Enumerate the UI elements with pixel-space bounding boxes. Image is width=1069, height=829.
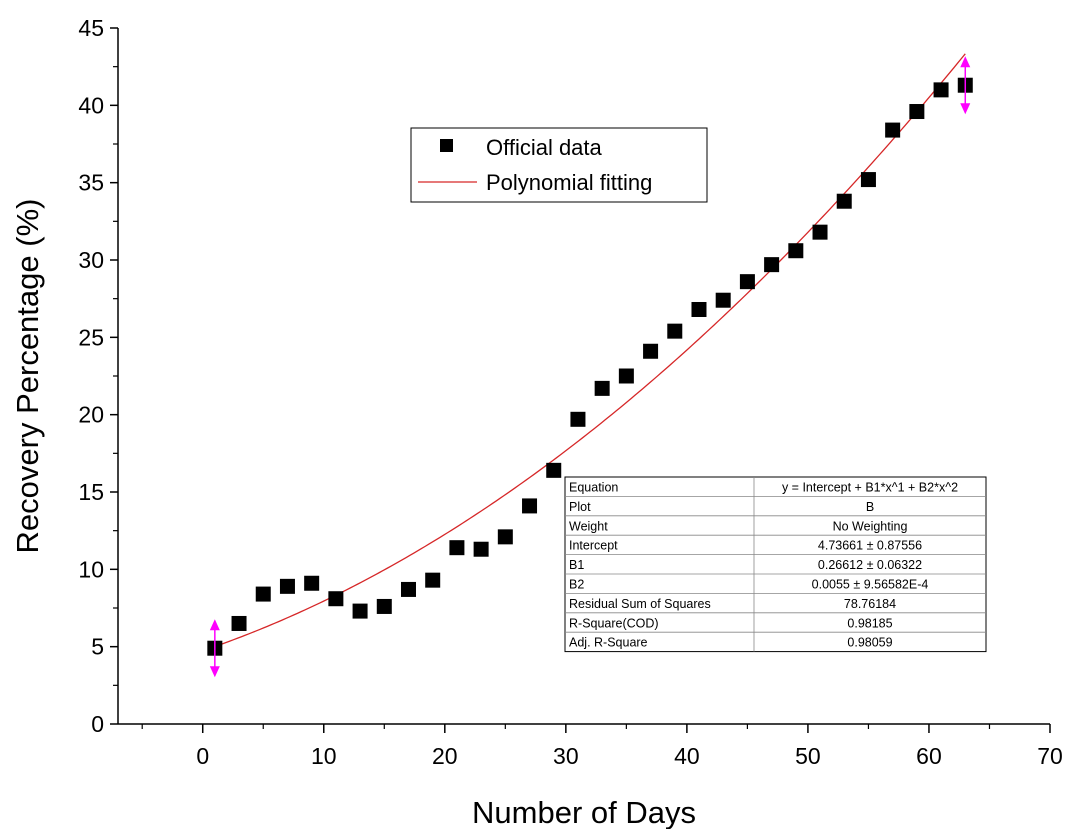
range-marker-arrow-up: [960, 56, 971, 68]
y-tick-label: 0: [91, 711, 104, 737]
data-point: [376, 598, 392, 614]
axes: 0 10 20 30 40 50 60 70 0 5 10 15 20 25 30 35 40 45: [78, 15, 1062, 769]
data-point: [860, 172, 876, 188]
y-tick-label: 40: [78, 92, 104, 118]
fit-table-value: 0.26612 ± 0.06322: [818, 558, 922, 572]
y-axis-title: Recovery Percentage (%): [10, 199, 45, 554]
data-point: [473, 541, 489, 557]
range-marker: [209, 619, 220, 678]
range-marker: [960, 56, 971, 115]
fit-table-label: Residual Sum of Squares: [569, 597, 711, 611]
legend-marker-official: [440, 139, 453, 152]
x-tick-label: 20: [432, 743, 458, 769]
data-point: [764, 257, 780, 273]
data-point: [909, 104, 925, 120]
y-tick-label: 45: [78, 15, 104, 41]
range-marker-arrow-up: [209, 619, 220, 631]
fit-table-value: B: [866, 500, 874, 514]
x-tick-label: 70: [1037, 743, 1063, 769]
y-tick-label: 25: [78, 324, 104, 350]
fit-table-label: B1: [569, 558, 584, 572]
y-tick-label: 15: [78, 479, 104, 505]
data-point: [885, 122, 901, 138]
fit-table-value: 0.0055 ± 9.56582E-4: [812, 578, 929, 592]
fit-table-value: 0.98059: [847, 636, 892, 650]
data-point: [304, 575, 320, 591]
fit-table-value: 78.76184: [844, 597, 896, 611]
data-point: [812, 224, 828, 240]
legend: Official data Polynomial fitting: [410, 127, 708, 203]
data-point: [522, 498, 538, 514]
fit-table-label: R-Square(COD): [569, 616, 659, 630]
data-point: [352, 603, 368, 619]
x-axis-title: Number of Days: [472, 795, 696, 829]
data-point: [933, 82, 949, 98]
data-point: [643, 343, 659, 359]
range-marker-arrow-down: [209, 666, 220, 678]
x-tick-label: 50: [795, 743, 821, 769]
range-marker-arrow-down: [960, 103, 971, 115]
x-tick-label: 0: [196, 743, 209, 769]
data-point: [400, 581, 416, 597]
x-tick-label: 60: [916, 743, 942, 769]
legend-label-fit: Polynomial fitting: [486, 170, 652, 195]
fit-table-value: 0.98185: [847, 616, 892, 630]
fit-table-label: Adj. R-Square: [569, 636, 648, 650]
fit-table-frame: [564, 476, 987, 653]
fit-table: Equation y = Intercept + B1*x^1 + B2*x^2 P…: [564, 476, 987, 653]
fit-table-label: Intercept: [569, 539, 618, 553]
fit-table-value: 4.73661 ± 0.87556: [818, 539, 922, 553]
points-layer: [207, 77, 973, 656]
data-point: [328, 591, 344, 607]
fit-table-label: Plot: [569, 500, 591, 514]
y-tick-label: 5: [91, 634, 104, 660]
x-tick-label: 40: [674, 743, 700, 769]
fit-table-value: y = Intercept + B1*x^1 + B2*x^2: [782, 481, 958, 495]
x-tick-label: 10: [311, 743, 337, 769]
data-point: [788, 243, 804, 259]
y-tick-label: 20: [78, 402, 104, 428]
data-point: [715, 292, 731, 308]
range-markers: [209, 56, 971, 678]
y-tick-label: 30: [78, 247, 104, 273]
y-tick-label: 35: [78, 170, 104, 196]
data-point: [836, 193, 852, 209]
legend-label-official: Official data: [486, 135, 603, 160]
data-point: [618, 368, 634, 384]
data-point: [231, 615, 247, 631]
fit-table-value: No Weighting: [833, 519, 908, 533]
data-point: [449, 540, 465, 556]
fit-table-label: Equation: [569, 481, 618, 495]
fit-table-label: Weight: [569, 519, 608, 533]
data-point: [570, 411, 586, 427]
y-tick-label: 10: [78, 556, 104, 582]
fit-table-label: B2: [569, 578, 584, 592]
data-point: [546, 462, 562, 478]
data-point: [691, 301, 707, 317]
data-point: [667, 323, 683, 339]
legend-box: [410, 127, 708, 203]
data-point: [255, 586, 271, 602]
data-point: [279, 578, 295, 594]
data-point: [425, 572, 441, 588]
x-tick-label: 30: [553, 743, 579, 769]
data-point: [594, 380, 610, 396]
data-point: [497, 529, 513, 545]
data-point: [739, 274, 755, 290]
